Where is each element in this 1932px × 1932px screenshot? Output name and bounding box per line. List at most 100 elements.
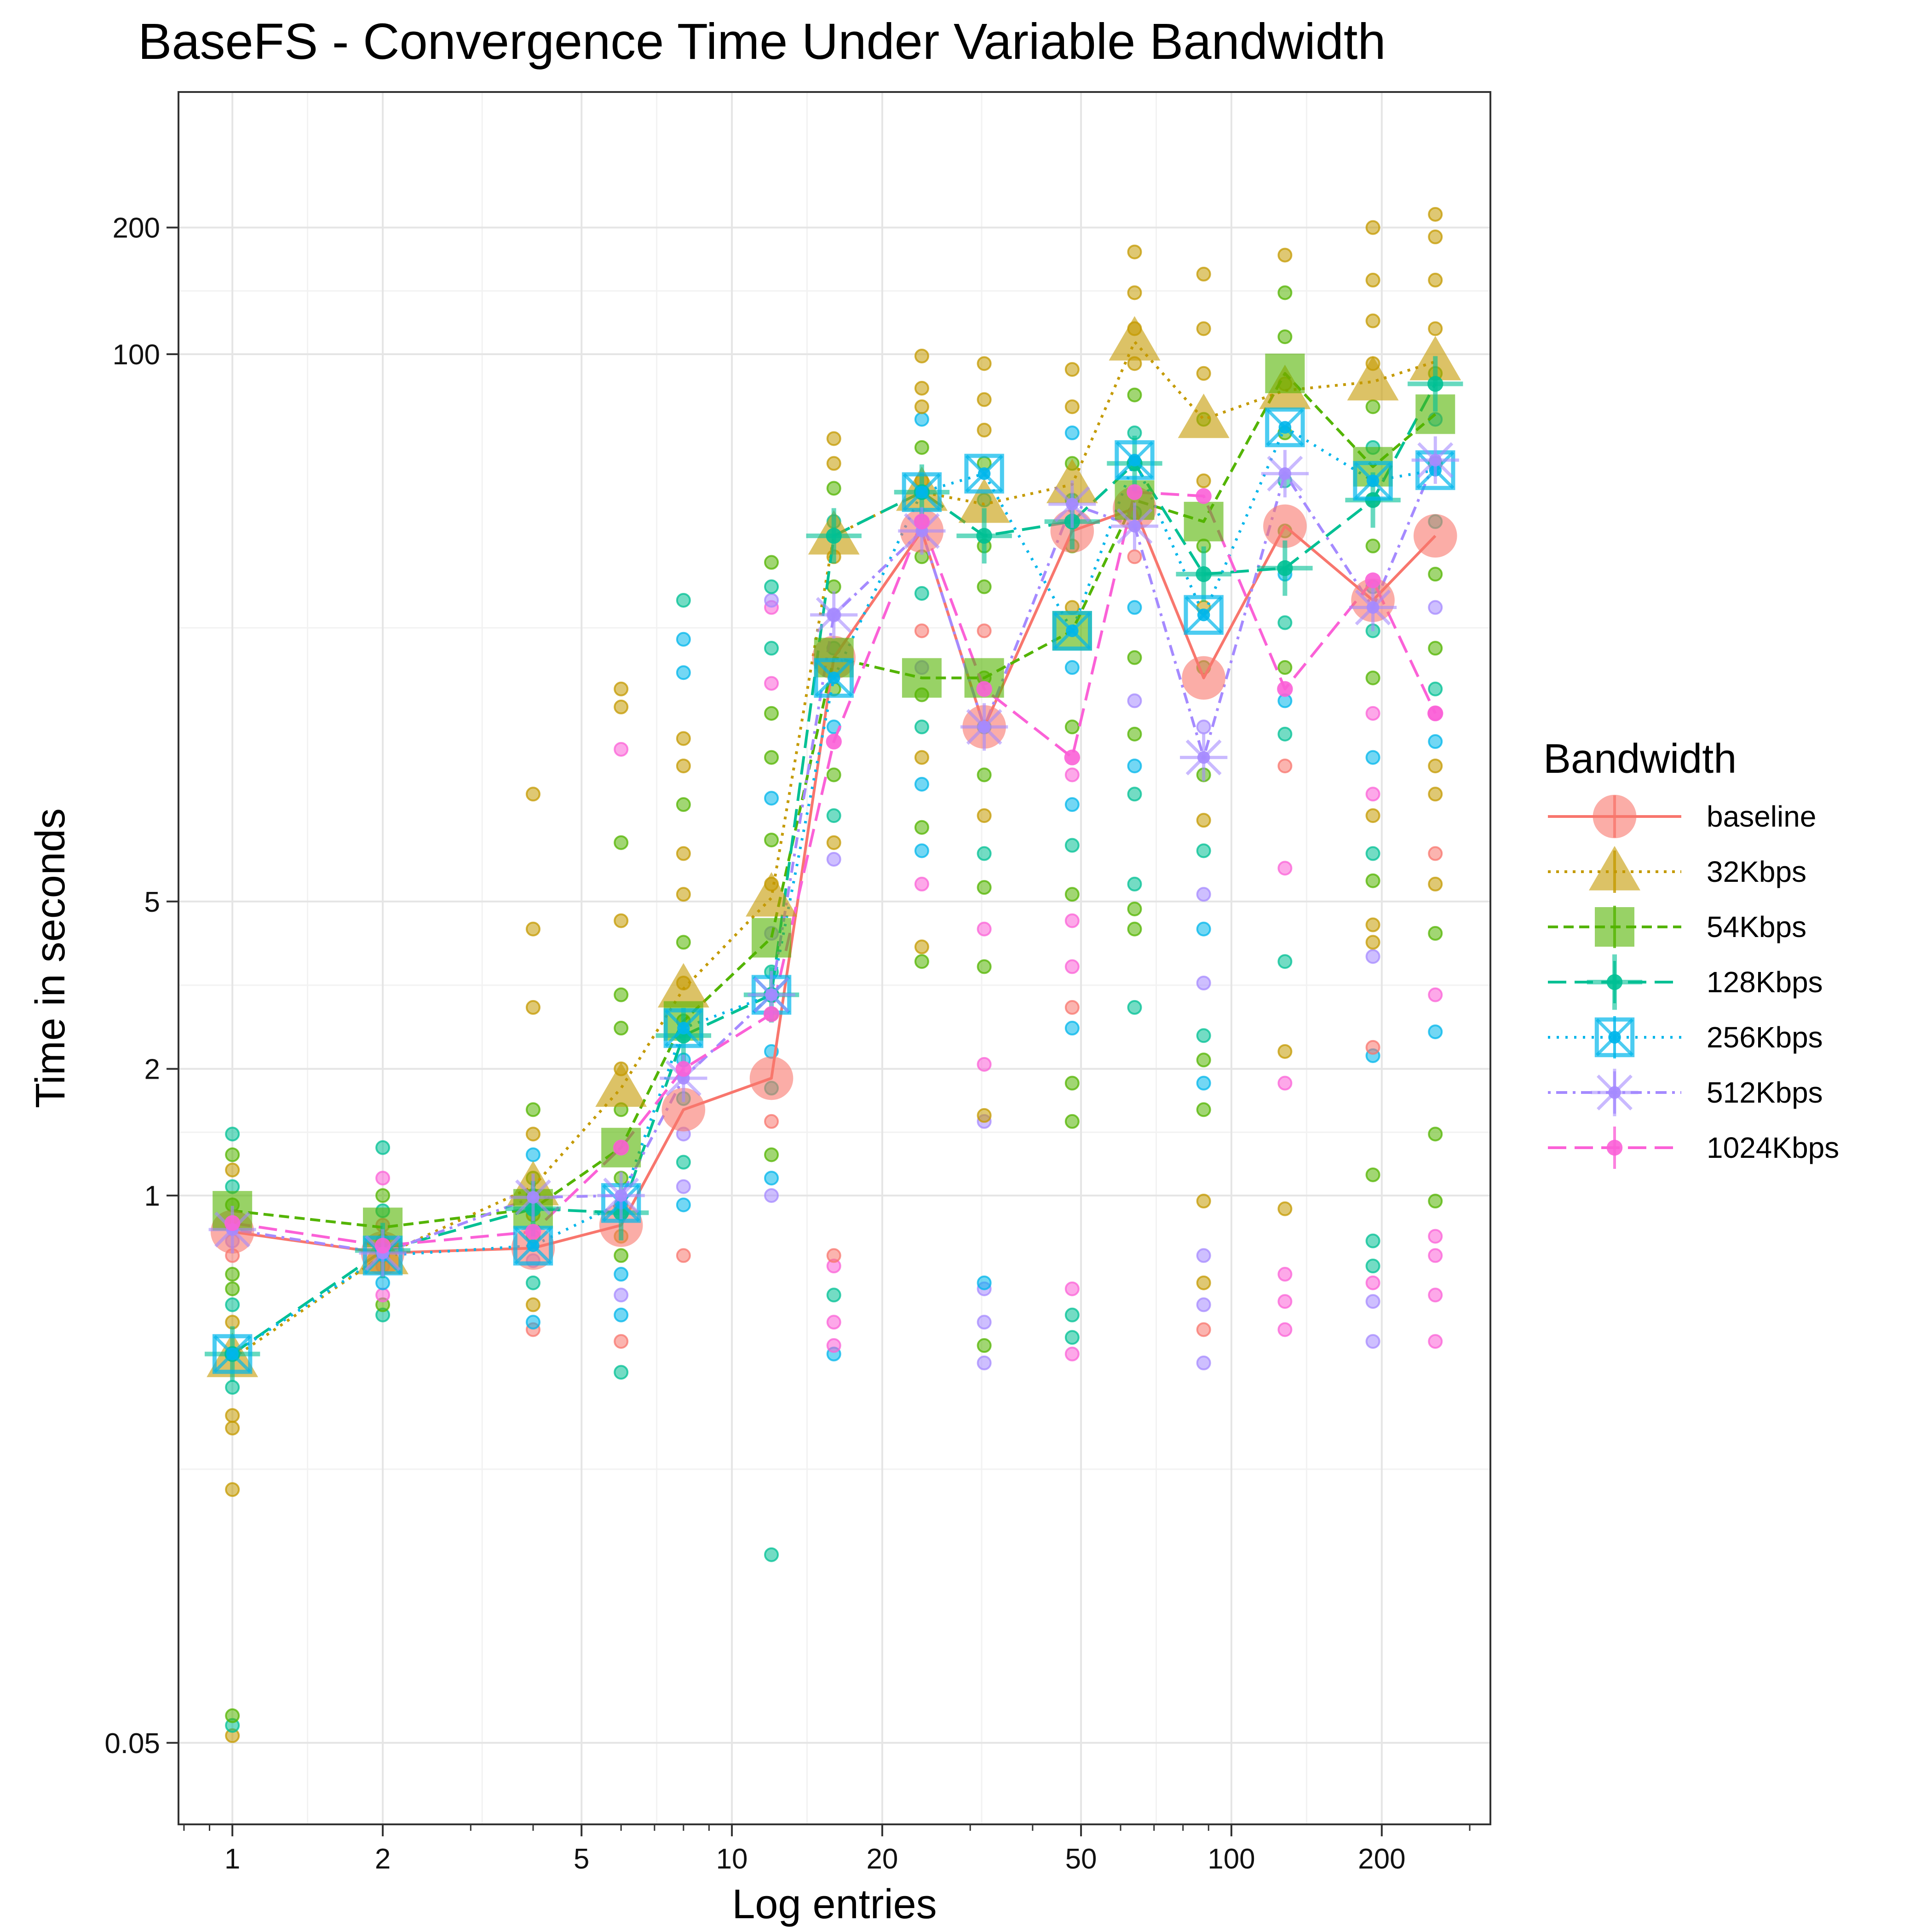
series-marker bbox=[1265, 407, 1305, 448]
scatter-point bbox=[1277, 1267, 1293, 1282]
scatter-point bbox=[225, 1147, 240, 1162]
scatter-point bbox=[1064, 1021, 1080, 1036]
scatter-point bbox=[1127, 387, 1142, 402]
series-marker bbox=[1115, 440, 1155, 480]
series-marker bbox=[752, 918, 792, 958]
series-marker bbox=[212, 1334, 253, 1374]
scatter-point bbox=[1277, 759, 1293, 774]
x-tick-label: 100 bbox=[1208, 1843, 1255, 1875]
legend-item: 32Kbps bbox=[1548, 846, 1806, 893]
scatter-point bbox=[1196, 719, 1211, 735]
scatter-point bbox=[1277, 954, 1293, 969]
series-marker bbox=[527, 1239, 540, 1252]
series-marker bbox=[525, 1224, 541, 1240]
scatter-point bbox=[1277, 247, 1293, 263]
series-marker bbox=[978, 720, 991, 734]
scatter-point bbox=[1365, 706, 1380, 721]
x-tick-label: 1 bbox=[224, 1843, 240, 1875]
series-marker bbox=[224, 1215, 241, 1231]
series-marker bbox=[1184, 501, 1224, 541]
scatter-point bbox=[1196, 321, 1211, 336]
scatter-point bbox=[1365, 538, 1380, 553]
scatter-point bbox=[1365, 1294, 1380, 1309]
scatter-point bbox=[1196, 266, 1211, 282]
scatter-point bbox=[977, 1057, 992, 1072]
series-marker bbox=[1593, 794, 1637, 839]
scatter-point bbox=[614, 1267, 629, 1282]
legend-label: 54Kbps bbox=[1707, 910, 1806, 943]
legend-label: 512Kbps bbox=[1707, 1076, 1823, 1109]
scatter-point bbox=[1196, 921, 1211, 937]
scatter-point bbox=[1428, 1229, 1443, 1244]
scatter-point bbox=[1365, 670, 1380, 685]
series-marker bbox=[226, 1347, 239, 1361]
scatter-point bbox=[1428, 1288, 1443, 1303]
series-marker bbox=[615, 1189, 627, 1202]
scatter-point bbox=[1064, 1000, 1080, 1015]
scatter-point bbox=[1365, 935, 1380, 950]
scatter-point bbox=[1196, 1322, 1211, 1337]
scatter-point bbox=[1428, 600, 1443, 615]
legend-item: 54Kbps bbox=[1548, 906, 1806, 948]
scatter-point bbox=[914, 750, 929, 765]
scatter-point bbox=[676, 846, 691, 861]
series-marker bbox=[1109, 316, 1161, 361]
scatter-point bbox=[1365, 949, 1380, 964]
scatter-point bbox=[1196, 473, 1211, 489]
scatter-point bbox=[826, 1338, 841, 1353]
scatter-point bbox=[977, 1355, 992, 1370]
scatter-point bbox=[375, 1140, 391, 1155]
scatter-point bbox=[1428, 734, 1443, 749]
scatter-point bbox=[977, 422, 992, 437]
scatter-point bbox=[676, 1197, 691, 1213]
series-marker bbox=[613, 1139, 629, 1156]
scatter-point bbox=[764, 706, 779, 721]
series-marker bbox=[661, 1087, 706, 1132]
scatter-point bbox=[1365, 750, 1380, 765]
scatter-point bbox=[1277, 285, 1293, 300]
scatter-point bbox=[764, 791, 779, 806]
scatter-point bbox=[1127, 1000, 1142, 1015]
scatter-point bbox=[1196, 887, 1211, 902]
series-marker bbox=[1278, 421, 1292, 434]
scatter-point bbox=[1064, 838, 1080, 853]
scatter-point bbox=[525, 787, 540, 802]
legend: Bandwidth baseline 32Kbps 54Kbps 128Kbps 256… bbox=[1543, 736, 1839, 1169]
scatter-point bbox=[826, 1315, 841, 1330]
scatter-point bbox=[225, 1708, 240, 1723]
scatter-point bbox=[914, 843, 929, 858]
scatter-point bbox=[1064, 719, 1080, 735]
scatter-point bbox=[676, 887, 691, 902]
scatter-point bbox=[1196, 1052, 1211, 1068]
series-marker bbox=[1128, 454, 1141, 467]
series-marker bbox=[1347, 356, 1399, 401]
scatter-point bbox=[614, 1288, 629, 1303]
scatter-point bbox=[676, 1179, 691, 1194]
scatter-point bbox=[614, 1365, 629, 1380]
series-marker bbox=[976, 528, 992, 544]
scatter-point bbox=[1196, 1102, 1211, 1117]
series-marker bbox=[1606, 1139, 1623, 1156]
scatter-point bbox=[914, 719, 929, 735]
scatter-point bbox=[614, 1307, 629, 1322]
scatter-point bbox=[1365, 1167, 1380, 1182]
scatter-point bbox=[1365, 1275, 1380, 1290]
y-tick-label: 100 bbox=[113, 339, 160, 371]
scatter-point bbox=[764, 1188, 779, 1203]
scatter-point bbox=[1428, 987, 1443, 1002]
scatter-point bbox=[826, 1248, 841, 1263]
scatter-point bbox=[1365, 808, 1380, 823]
scatter-point bbox=[914, 939, 929, 954]
scatter-point bbox=[1196, 976, 1211, 991]
y-tick-label: 0.05 bbox=[104, 1728, 160, 1760]
scatter-point bbox=[1127, 921, 1142, 937]
scatter-point bbox=[1428, 1127, 1443, 1142]
grid-minor bbox=[178, 92, 1490, 1824]
series-line bbox=[231, 340, 1436, 1360]
x-tick-label: 200 bbox=[1358, 1843, 1405, 1875]
scatter-point bbox=[1277, 726, 1293, 742]
series-marker bbox=[1427, 376, 1443, 392]
x-tick-label: 50 bbox=[1065, 1843, 1097, 1875]
scatter-point bbox=[1196, 366, 1211, 381]
scatter-point bbox=[375, 1275, 391, 1290]
